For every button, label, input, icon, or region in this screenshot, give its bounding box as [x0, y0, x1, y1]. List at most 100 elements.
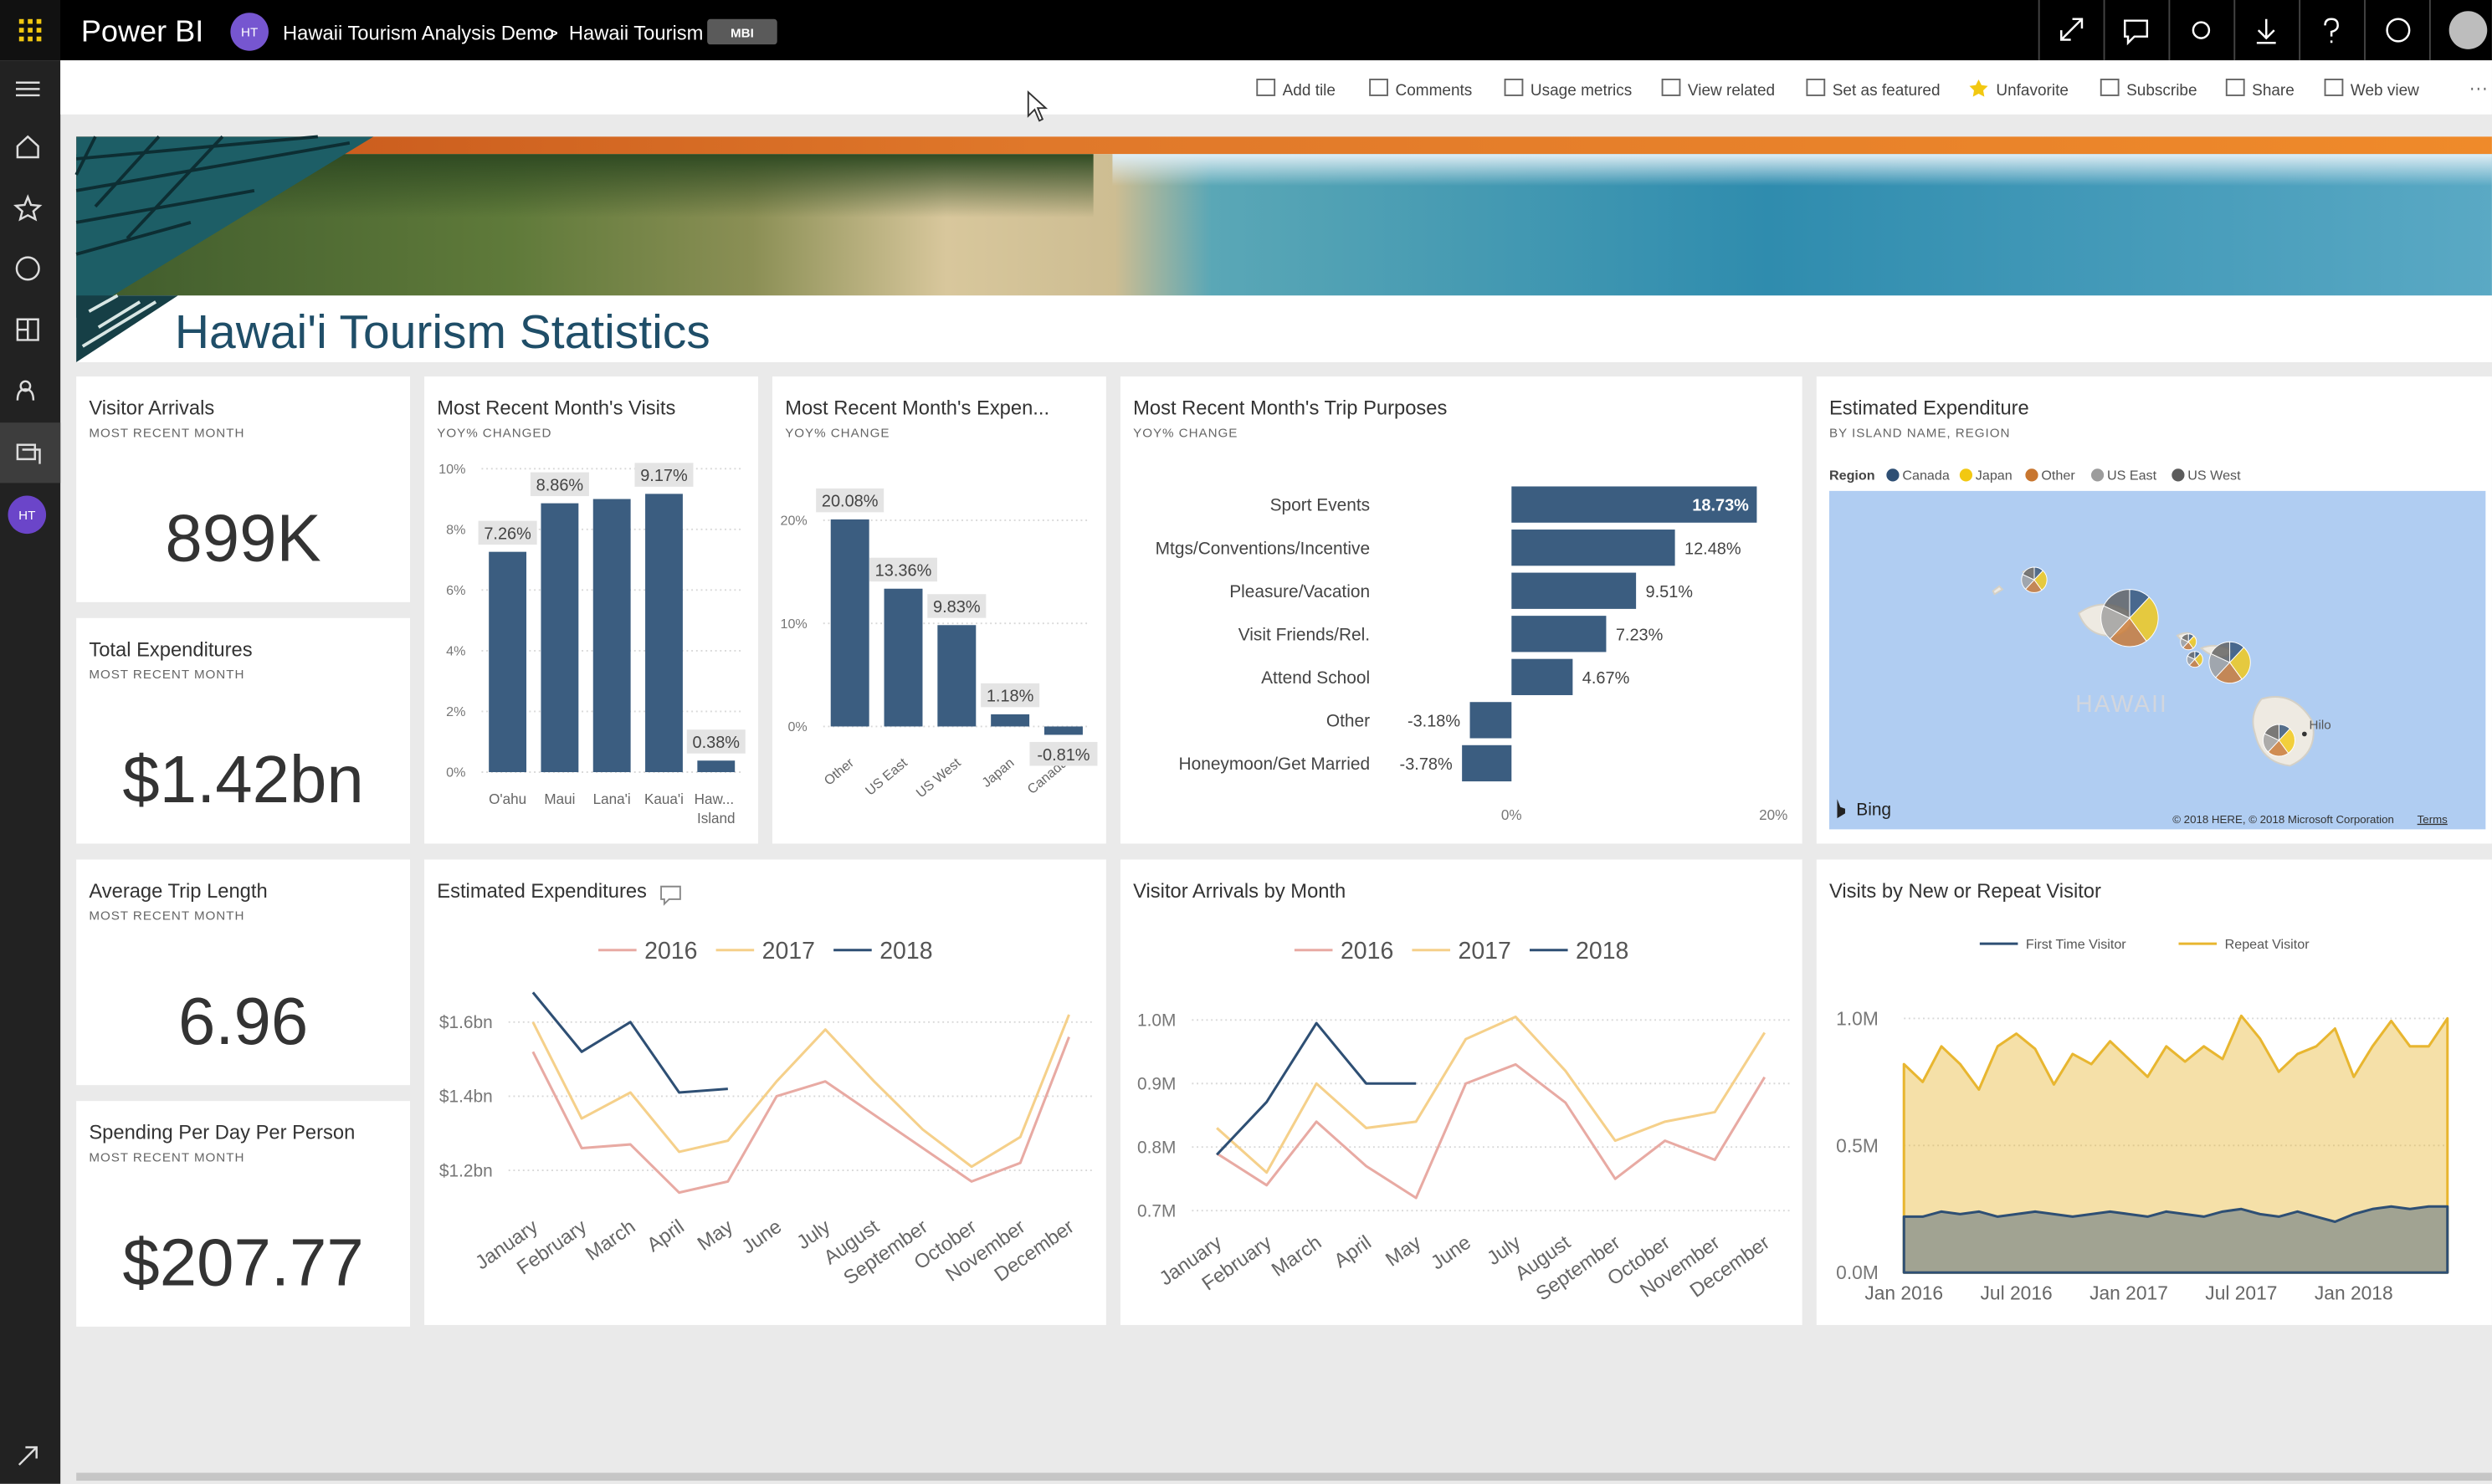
- map-pie-slice[interactable]: [2210, 641, 2231, 663]
- island: [1992, 585, 2004, 596]
- line-series: [1216, 1062, 1766, 1200]
- category-label: Mtgs/Conventions/Incentive: [1156, 539, 1370, 558]
- y-tick-label: 2%: [446, 704, 465, 719]
- card-title: Visitor Arrivals: [89, 398, 214, 420]
- toolbar-button[interactable]: Comments: [1395, 82, 1472, 100]
- breadcrumb-dashboard[interactable]: Hawaii Tourism: [569, 23, 703, 44]
- toolbar-icon: [1256, 79, 1276, 96]
- x-tick-label: Jan 2017: [2089, 1282, 2168, 1304]
- data-label-box: [634, 463, 694, 487]
- map-pie-slice[interactable]: [2180, 633, 2189, 643]
- category-label: Lana'i: [593, 791, 631, 807]
- profile-picture[interactable]: [2448, 11, 2488, 49]
- toolbar-button[interactable]: Subscribe: [2126, 82, 2197, 100]
- toolbar-icon: [1369, 79, 1388, 96]
- toolbar-button[interactable]: Add tile: [1283, 82, 1336, 100]
- map-pie-slice[interactable]: [2022, 566, 2035, 581]
- chart-title: Estimated Expenditures: [437, 881, 647, 903]
- workspaces-icon[interactable]: [16, 443, 41, 464]
- data-label: 9.83%: [933, 598, 981, 617]
- feedback-icon[interactable]: [2386, 18, 2411, 43]
- legend-swatch: [1886, 468, 1900, 482]
- bar: [1511, 486, 1757, 523]
- toolbar-button[interactable]: Set as featured: [1833, 82, 1941, 100]
- tile[interactable]: [76, 1101, 410, 1327]
- tile[interactable]: [1120, 376, 1802, 844]
- map-pie-slice[interactable]: [2278, 728, 2295, 755]
- toolbar-icon: [1969, 79, 1988, 97]
- scrollbar[interactable]: [76, 1472, 2492, 1481]
- map-pie-slice[interactable]: [2109, 617, 2147, 647]
- chart-subtitle: YOY% CHANGED: [437, 426, 551, 440]
- toolbar-button[interactable]: Unfavorite: [1996, 82, 2069, 100]
- favorites-icon[interactable]: [13, 194, 43, 222]
- card-value: $1.42bn: [122, 742, 363, 816]
- bar: [541, 503, 579, 773]
- tile[interactable]: [424, 376, 758, 844]
- toolbar-icon: [1661, 79, 1681, 96]
- y-tick-label: 0.0M: [1836, 1261, 1879, 1283]
- map-pie-slice[interactable]: [2187, 651, 2196, 660]
- map-terms[interactable]: Terms: [2418, 813, 2448, 826]
- waffle-icon[interactable]: [18, 18, 42, 42]
- banner-sky: [1112, 154, 2492, 187]
- sidebar-avatar-text: HT: [18, 509, 35, 523]
- app-name: Power BI: [81, 13, 203, 48]
- dashboard-title: Hawai'i Tourism Statistics: [175, 305, 710, 359]
- comment-icon[interactable]: [660, 885, 681, 906]
- toolbar-button[interactable]: Share: [2252, 82, 2295, 100]
- map-pie-slice[interactable]: [2264, 724, 2279, 741]
- toolbar: [60, 60, 2492, 115]
- chart-subtitle: YOY% CHANGE: [785, 426, 890, 440]
- sidebar-avatar[interactable]: [8, 495, 47, 535]
- tile[interactable]: [76, 859, 410, 1086]
- bar: [1462, 745, 1512, 782]
- tile[interactable]: [76, 376, 410, 602]
- legend-label: 2016: [1341, 938, 1393, 965]
- bar: [937, 625, 977, 727]
- settings-icon[interactable]: [2192, 21, 2211, 39]
- apps-icon[interactable]: [16, 318, 39, 341]
- download-icon[interactable]: [2256, 18, 2276, 44]
- chart-title: Most Recent Month's Trip Purposes: [1133, 398, 1447, 420]
- map-city-label: Hilo: [2310, 719, 2331, 733]
- expand-icon[interactable]: [18, 1446, 38, 1466]
- map-pie-slice[interactable]: [2103, 589, 2131, 619]
- map[interactable]: [1828, 490, 2486, 830]
- breadcrumb-workspace[interactable]: Hawaii Tourism Analysis Demo: [283, 23, 554, 44]
- toolbar-button[interactable]: View related: [1688, 82, 1775, 100]
- category-label: Pleasure/Vacation: [1229, 582, 1370, 601]
- map-pie-slice[interactable]: [2129, 596, 2159, 642]
- toolbar-button[interactable]: Usage metrics: [1531, 82, 1632, 100]
- fullscreen-icon[interactable]: [2060, 18, 2084, 41]
- y-tick-label: 10%: [438, 462, 465, 477]
- legend-label: US East: [2107, 468, 2157, 484]
- data-label: 20.08%: [822, 493, 879, 511]
- card-value: 899K: [165, 500, 320, 575]
- bar: [1043, 726, 1083, 735]
- toolbar-button[interactable]: Web view: [2351, 82, 2419, 100]
- map-pie-slice[interactable]: [2228, 647, 2251, 680]
- legend-label: US West: [2187, 468, 2241, 484]
- mouse-cursor: [1027, 90, 1049, 122]
- legend-swatch: [2172, 468, 2185, 482]
- card-subtitle: MOST RECENT MONTH: [89, 668, 244, 682]
- recent-icon[interactable]: [15, 256, 40, 281]
- map-pie-slice[interactable]: [2033, 570, 2048, 591]
- comments-icon[interactable]: [2123, 19, 2149, 46]
- map-provider: Bing: [1856, 800, 1891, 819]
- help-icon[interactable]: [2324, 18, 2339, 43]
- data-label: 4.67%: [1582, 669, 1630, 688]
- home-icon[interactable]: [16, 135, 39, 159]
- tile[interactable]: [76, 617, 410, 844]
- menu-icon[interactable]: [15, 81, 40, 97]
- shared-icon[interactable]: [16, 380, 35, 401]
- map-pie-slice[interactable]: [2215, 662, 2243, 684]
- data-label-box: [686, 729, 746, 754]
- tile[interactable]: [424, 859, 1106, 1325]
- map-pie-slice[interactable]: [2100, 605, 2131, 640]
- tile[interactable]: [1816, 859, 2492, 1325]
- data-label: 1.18%: [987, 688, 1034, 706]
- legend-swatch: [2025, 468, 2038, 482]
